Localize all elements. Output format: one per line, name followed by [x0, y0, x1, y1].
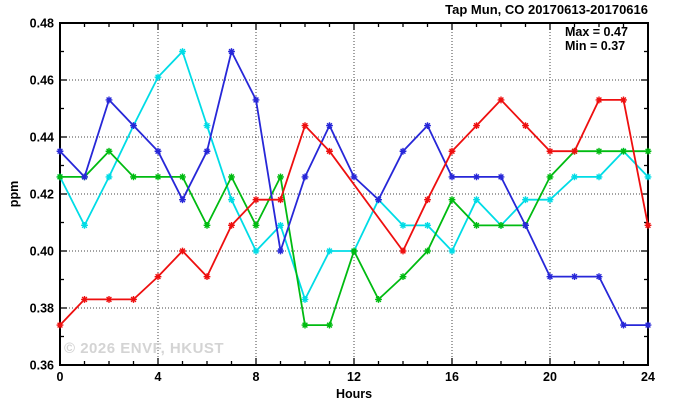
- watermark: © 2026 ENVF, HKUST: [64, 340, 225, 357]
- y-axis-title: ppm: [7, 180, 21, 208]
- y-tick-label: 0.40: [30, 245, 54, 259]
- x-tick-label: 24: [641, 370, 655, 384]
- y-tick-label: 0.38: [30, 302, 54, 316]
- y-tick-labels: 0.36 0.38 0.40 0.42 0.44 0.46 0.48: [30, 17, 54, 373]
- y-tick-label: 0.36: [30, 359, 54, 373]
- series-red-markers: [56, 96, 652, 329]
- x-axis-title: Hours: [335, 387, 373, 401]
- gridlines: [60, 23, 648, 365]
- y-tick-label: 0.44: [30, 131, 54, 145]
- x-tick-label: 8: [253, 370, 260, 384]
- x-tick-label: 4: [155, 370, 162, 384]
- series-blue-markers: [56, 48, 652, 329]
- series-blue: [56, 48, 652, 329]
- x-tick-label: 20: [543, 370, 557, 384]
- legend: Max = 0.47 Min = 0.37: [565, 25, 628, 53]
- series-red: [56, 96, 652, 329]
- chart-title: Tap Mun, CO 20170613-20170616: [445, 2, 648, 17]
- y-tick-label: 0.48: [30, 17, 54, 31]
- legend-max: Max = 0.47: [565, 25, 628, 39]
- x-tick-label: 16: [445, 370, 459, 384]
- legend-min: Min = 0.37: [565, 39, 626, 53]
- plot-border: [59, 22, 649, 366]
- x-tick-label: 12: [347, 370, 361, 384]
- y-tick-label: 0.46: [30, 74, 54, 88]
- x-tick-label: 0: [57, 370, 64, 384]
- x-tick-labels: 0 4 8 12 16 20 24: [57, 370, 655, 384]
- y-tick-label: 0.42: [30, 188, 54, 202]
